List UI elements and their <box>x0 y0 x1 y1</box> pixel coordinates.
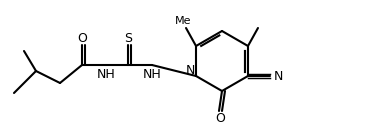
Text: O: O <box>77 32 87 45</box>
Text: S: S <box>124 32 132 45</box>
Text: N: N <box>273 70 283 82</box>
Text: N: N <box>185 65 195 78</box>
Text: Me: Me <box>175 16 191 26</box>
Text: O: O <box>215 111 225 124</box>
Text: NH: NH <box>96 68 115 80</box>
Text: NH: NH <box>143 68 162 80</box>
